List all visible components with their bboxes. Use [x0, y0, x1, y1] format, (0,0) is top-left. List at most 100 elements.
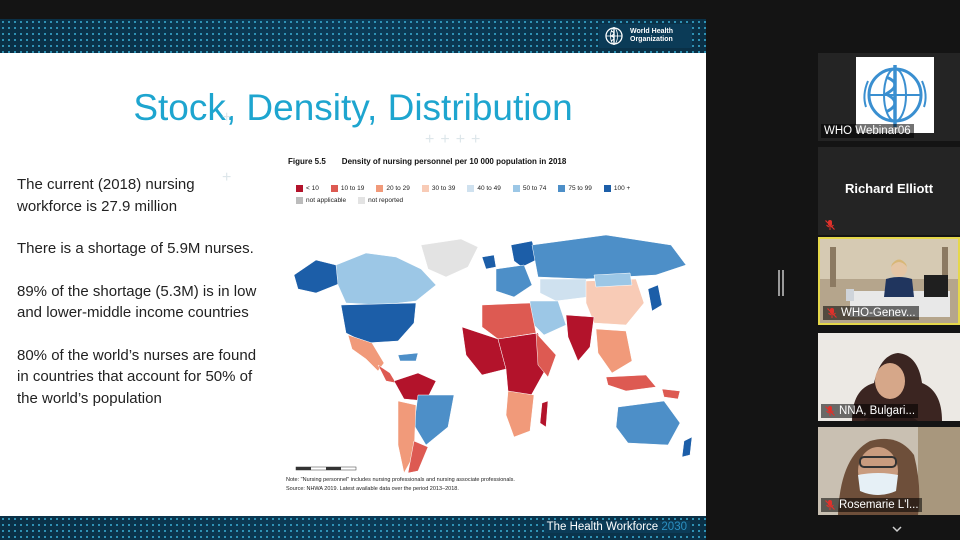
legend-item: 30 to 39	[421, 185, 456, 192]
map-legend: < 10 10 to 19 20 to 29 30 to 39 40 to 49 50 t…	[296, 185, 656, 209]
participant-tile-active[interactable]: WHO-Genev...	[818, 237, 960, 325]
participant-name: WHO Webinar06	[824, 125, 911, 137]
nursing-density-figure: Figure 5.5 Density of nursing personnel p…	[286, 155, 702, 500]
legend-item: < 10	[296, 185, 319, 192]
legend-swatch	[358, 197, 366, 204]
map-region-alaska	[293, 259, 342, 294]
legend-swatch	[512, 185, 520, 192]
map-region-indonesia	[605, 374, 657, 392]
map-scale-bar	[295, 466, 357, 471]
map-region-east-africa	[535, 332, 557, 378]
legend-label: < 10	[306, 185, 319, 192]
map-region-usa	[340, 302, 417, 344]
legend-label: 30 to 39	[431, 185, 456, 192]
who-emblem-icon	[605, 27, 623, 45]
map-region-india	[565, 314, 595, 362]
map-region-greenland	[420, 238, 479, 278]
slide-header-band: World Health Organization	[0, 19, 706, 53]
map-region-scandinavia	[510, 240, 539, 268]
map-region-china	[585, 278, 645, 326]
mic-off-icon	[825, 406, 835, 416]
map-region-png	[661, 388, 681, 400]
bullet-text: The current (2018) nursing workforce is …	[17, 176, 195, 215]
legend-item: not reported	[358, 197, 403, 204]
chevron-down-icon[interactable]	[890, 522, 904, 536]
footer-brand: The Health Workforce 2030	[543, 521, 690, 533]
bullet-text: 80% of the world’s nurses are found in c…	[17, 346, 257, 407]
map-region-caribbean	[397, 352, 419, 362]
map-region-canada	[335, 252, 437, 306]
who-logo-text: World Health Organization	[630, 28, 674, 43]
shared-slide: World Health Organization Stock, Density…	[0, 19, 706, 540]
map-region-central-asia	[539, 278, 589, 302]
slide-bullets: The current (2018) nursing workforce is …	[17, 174, 257, 430]
panel-resize-handle[interactable]	[778, 270, 784, 296]
legend-label: not reported	[368, 197, 404, 204]
participant-video	[818, 427, 960, 515]
world-map	[293, 234, 693, 474]
map-region-brazil	[413, 394, 455, 446]
map-region-central-america	[377, 364, 397, 384]
map-region-japan-korea	[647, 284, 663, 312]
legend-label: 40 to 49	[477, 185, 501, 192]
map-region-mexico	[347, 334, 385, 372]
participant-label: NNA, Bulgari...	[821, 404, 919, 418]
figure-caption: Density of nursing personnel per 10 000 …	[341, 157, 567, 166]
legend-swatch	[376, 185, 384, 192]
participant-label	[821, 218, 839, 232]
footer-brand-text: The Health Workforce	[546, 521, 659, 533]
participant-label: WHO Webinar06	[821, 124, 914, 138]
legend-swatch	[330, 185, 338, 192]
legend-item: 20 to 29	[376, 185, 410, 192]
who-emblem-icon	[863, 65, 927, 127]
mic-off-icon	[825, 220, 835, 230]
slide-title: Stock, Density, Distribution	[133, 87, 573, 128]
plus-decoration: +	[222, 169, 238, 186]
participant-tile[interactable]: NNA, Bulgari...	[818, 333, 960, 421]
map-region-iceland-uk	[481, 254, 497, 270]
who-logo: World Health Organization	[599, 24, 692, 48]
map-region-southern-africa	[505, 390, 535, 438]
participant-tile[interactable]: WHO Webinar06	[818, 53, 960, 141]
figure-title: Figure 5.5 Density of nursing personnel p…	[288, 157, 566, 166]
legend-item: 75 to 99	[558, 185, 592, 192]
participant-name: NNA, Bulgari...	[839, 405, 916, 417]
figure-source: Source: NHWA 2019. Latest available data…	[286, 486, 459, 492]
legend-item: 40 to 49	[467, 185, 501, 192]
bullet-text: There is a shortage of 5.9M nurses.	[17, 240, 254, 257]
footer-brand-year: 2030	[661, 521, 687, 533]
legend-label: 75 to 99	[568, 185, 592, 192]
legend-label: not applicable	[306, 197, 347, 204]
plus-decoration: +	[222, 109, 238, 126]
legend-item: 100 +	[603, 185, 630, 192]
legend-swatch	[296, 197, 303, 204]
legend-swatch	[296, 185, 303, 192]
figure-number: Figure 5.5	[288, 157, 326, 166]
participant-tile[interactable]: Rosemarie L'l...	[818, 427, 960, 515]
map-region-southern-cone	[407, 440, 429, 474]
legend-swatch	[558, 185, 566, 192]
mic-off-icon	[827, 308, 837, 318]
map-region-mongolia	[593, 272, 633, 288]
map-region-australia	[615, 400, 681, 446]
map-region-southeast-asia	[595, 328, 633, 374]
participant-name: WHO-Genev...	[841, 307, 916, 319]
map-region-madagascar	[539, 400, 549, 428]
who-avatar-image	[856, 57, 934, 133]
legend-swatch	[603, 185, 611, 192]
map-region-western-europe	[495, 264, 533, 298]
legend-swatch	[421, 185, 429, 192]
figure-note: Note: "Nursing personnel" includes nursi…	[286, 477, 515, 483]
map-region-new-zealand	[681, 436, 693, 458]
bullet-text: 89% of the shortage (5.3M) is in low and…	[17, 282, 257, 322]
legend-swatch	[467, 185, 475, 192]
participant-tile[interactable]: Richard Elliott	[818, 147, 960, 235]
legend-item: 50 to 74	[512, 185, 546, 192]
legend-item: not applicable	[296, 197, 346, 204]
plus-decoration: ++++	[425, 131, 487, 148]
map-region-west-africa	[461, 326, 507, 376]
legend-label: 10 to 19	[340, 185, 365, 192]
participant-label: Rosemarie L'l...	[821, 498, 922, 512]
slide-footer-band: The Health Workforce 2030	[0, 516, 706, 540]
participant-label: WHO-Genev...	[823, 306, 919, 320]
